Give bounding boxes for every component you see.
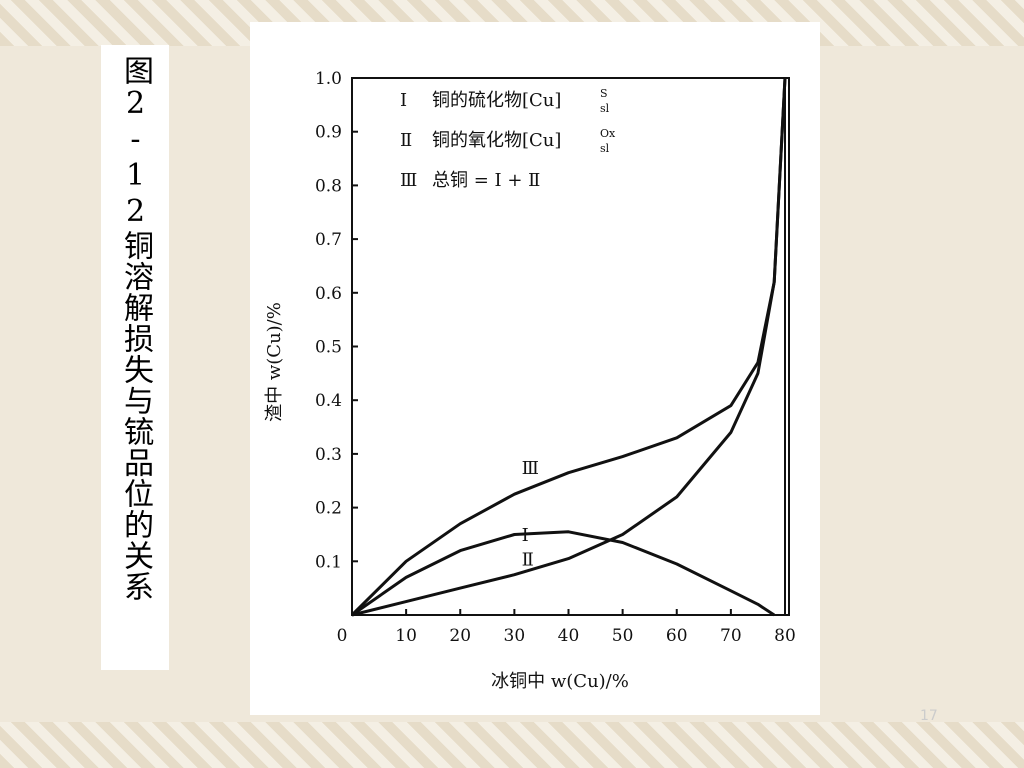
legend-sub: sl: [600, 142, 610, 155]
page-number: 17: [920, 708, 938, 724]
curve-label: Ⅱ: [522, 549, 534, 570]
legend-sup: Ox: [600, 127, 616, 140]
legend-sup: S: [600, 87, 608, 100]
x-tick-label: 50: [612, 626, 634, 646]
legend-text: 铜的氧化物[Cu]: [432, 130, 561, 151]
legend-sub: sl: [600, 102, 610, 115]
title-box: 图2-12铜溶解损失与锍品位的关系: [101, 45, 169, 670]
x-tick-label: 40: [558, 626, 580, 646]
x-tick-label: 30: [504, 626, 526, 646]
x-tick-label: 0: [337, 626, 348, 646]
curve: [351, 530, 776, 617]
y-tick-label: 0.5: [315, 338, 342, 358]
y-tick-label: 0.2: [315, 499, 342, 519]
y-axis-label: 渣中 w(Cu)/%: [264, 302, 285, 422]
slide-title: 图2-12铜溶解损失与锍品位的关系: [118, 55, 153, 602]
curve-label: Ⅲ: [522, 458, 539, 479]
y-tick-label: 0.3: [315, 445, 342, 465]
plot-frame: [351, 77, 790, 616]
curve: [351, 77, 787, 617]
y-tick-label: 0.8: [315, 176, 342, 196]
chart-panel: 渣中 w(Cu)/% 冰铜中 w(Cu)/% 0.1 0.2 0.3 0.4 0.5 0.…: [250, 22, 820, 715]
legend-key: Ⅰ: [400, 90, 407, 111]
x-tick-label: 70: [720, 626, 742, 646]
y-tick-label: 1.0: [315, 69, 342, 89]
x-tick-label: 60: [666, 626, 688, 646]
legend-text: 总铜 = Ⅰ + Ⅱ: [432, 170, 540, 191]
curve: [350, 77, 787, 617]
x-tick-label: 20: [449, 626, 471, 646]
curve-label: Ⅰ: [522, 525, 529, 546]
x-tick-label: 10: [395, 626, 417, 646]
border-bottom: [0, 722, 1024, 768]
y-tick-label: 0.7: [315, 230, 342, 250]
y-tick-label: 0.4: [315, 391, 342, 411]
chart: 渣中 w(Cu)/% 冰铜中 w(Cu)/% 0.1 0.2 0.3 0.4 0.5 0.…: [264, 69, 796, 692]
legend-key: Ⅲ: [400, 170, 417, 191]
legend-key: Ⅱ: [400, 130, 412, 151]
y-tick-label: 0.1: [315, 552, 342, 572]
y-tick-label: 0.6: [315, 284, 342, 304]
x-axis-label: 冰铜中 w(Cu)/%: [491, 671, 629, 692]
x-tick-label: 80: [774, 626, 796, 646]
legend-text: 铜的硫化物[Cu]: [432, 90, 561, 111]
y-tick-label: 0.9: [315, 123, 342, 143]
